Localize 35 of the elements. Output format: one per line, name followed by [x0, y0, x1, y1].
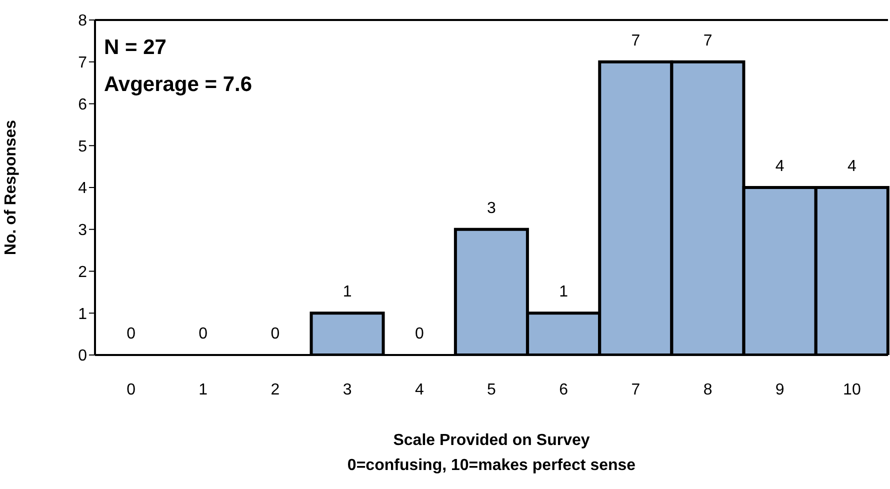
y-tick-label: 1 [78, 306, 88, 323]
x-tick-label: 10 [843, 381, 861, 398]
data-label: 4 [775, 158, 784, 175]
y-axis-title: No. of Responses [2, 120, 20, 256]
x-tick-label: 6 [559, 381, 568, 398]
x-tick-label: 2 [270, 381, 280, 398]
data-label: 0 [414, 325, 424, 342]
data-label: 4 [848, 158, 856, 175]
annotation: N = 27 [104, 36, 166, 60]
x-tick-label: 7 [631, 381, 640, 398]
y-tick-label: 4 [78, 180, 88, 198]
y-tick-label: 8 [78, 12, 88, 30]
data-label: 7 [631, 32, 640, 50]
data-label: 0 [270, 325, 280, 342]
x-tick-label: 9 [775, 381, 784, 398]
data-label: 1 [559, 284, 568, 301]
y-tick-label: 3 [78, 222, 88, 240]
y-tick-label: 0 [78, 348, 88, 365]
y-tick-label: 6 [78, 96, 88, 114]
x-tick-label: 1 [198, 381, 208, 398]
data-label: 7 [703, 32, 712, 50]
data-label: 1 [342, 284, 352, 301]
x-tick-label: 4 [414, 381, 424, 398]
x-tick-label: 0 [126, 381, 136, 398]
data-label: 3 [487, 200, 496, 217]
x-tick-label: 5 [487, 381, 496, 398]
x-axis-title: Scale Provided on Survey 0=confusing, 10=makes perfect sense [347, 432, 636, 474]
annotation: Avgerage = 7.6 [104, 73, 252, 97]
y-tick-label: 2 [78, 264, 88, 281]
y-tick-label: 7 [78, 54, 88, 72]
x-tick-label: 3 [342, 381, 352, 398]
data-label: 0 [126, 325, 136, 342]
x-tick-label: 8 [703, 381, 712, 398]
data-label: 0 [198, 325, 208, 342]
y-tick-label: 5 [78, 138, 88, 156]
